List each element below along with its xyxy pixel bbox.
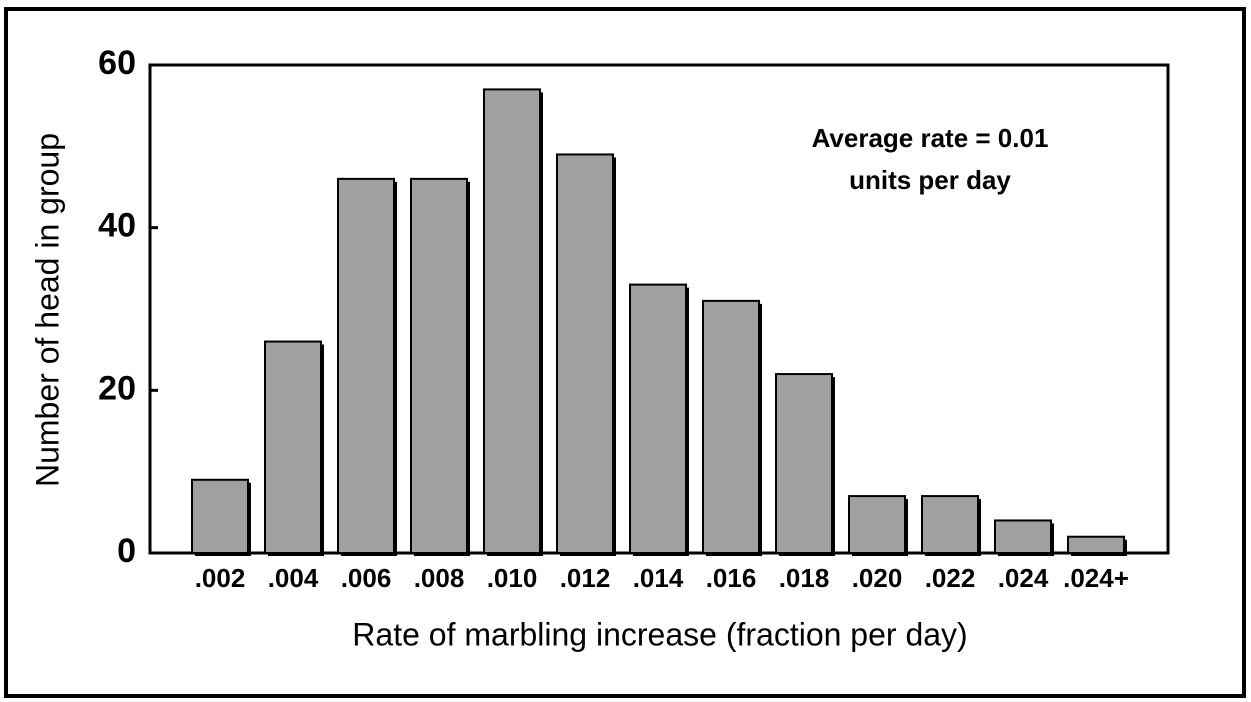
x-tick-label: .024 (998, 563, 1049, 593)
x-axis-label: Rate of marbling increase (fraction per … (352, 616, 967, 652)
x-tick-label: .002 (195, 563, 246, 593)
x-tick-label: .008 (414, 563, 465, 593)
bar (921, 495, 979, 555)
annotation: units per day (849, 165, 1011, 195)
bar (775, 373, 833, 555)
y-tick-label: 20 (98, 369, 136, 407)
bar (191, 478, 249, 554)
x-tick-label: .018 (779, 563, 830, 593)
bar (337, 177, 395, 554)
bar (556, 153, 614, 554)
frame (4, 7, 1246, 698)
x-tick-label: .012 (560, 563, 611, 593)
y-tick-label: 0 (117, 532, 136, 570)
x-tick-label: .020 (852, 563, 903, 593)
bar (264, 340, 322, 554)
y-tick-label: 60 (98, 44, 136, 82)
x-tick-label: .014 (633, 563, 684, 593)
x-tick-label: .024+ (1063, 563, 1129, 593)
bar (629, 283, 687, 554)
annotation: Average rate = 0.01 (812, 123, 1049, 153)
x-tick-label: .022 (925, 563, 976, 593)
bar (1067, 535, 1125, 555)
x-tick-label: .004 (268, 563, 319, 593)
bar (483, 88, 541, 555)
bar (848, 495, 906, 555)
x-tick-label: .016 (706, 563, 757, 593)
bar (410, 177, 468, 554)
bar (994, 519, 1052, 555)
bar (702, 299, 760, 554)
y-axis-label: Number of head in group (29, 133, 65, 487)
x-tick-label: .006 (341, 563, 392, 593)
x-tick-label: .010 (487, 563, 538, 593)
y-tick-label: 40 (98, 207, 136, 245)
